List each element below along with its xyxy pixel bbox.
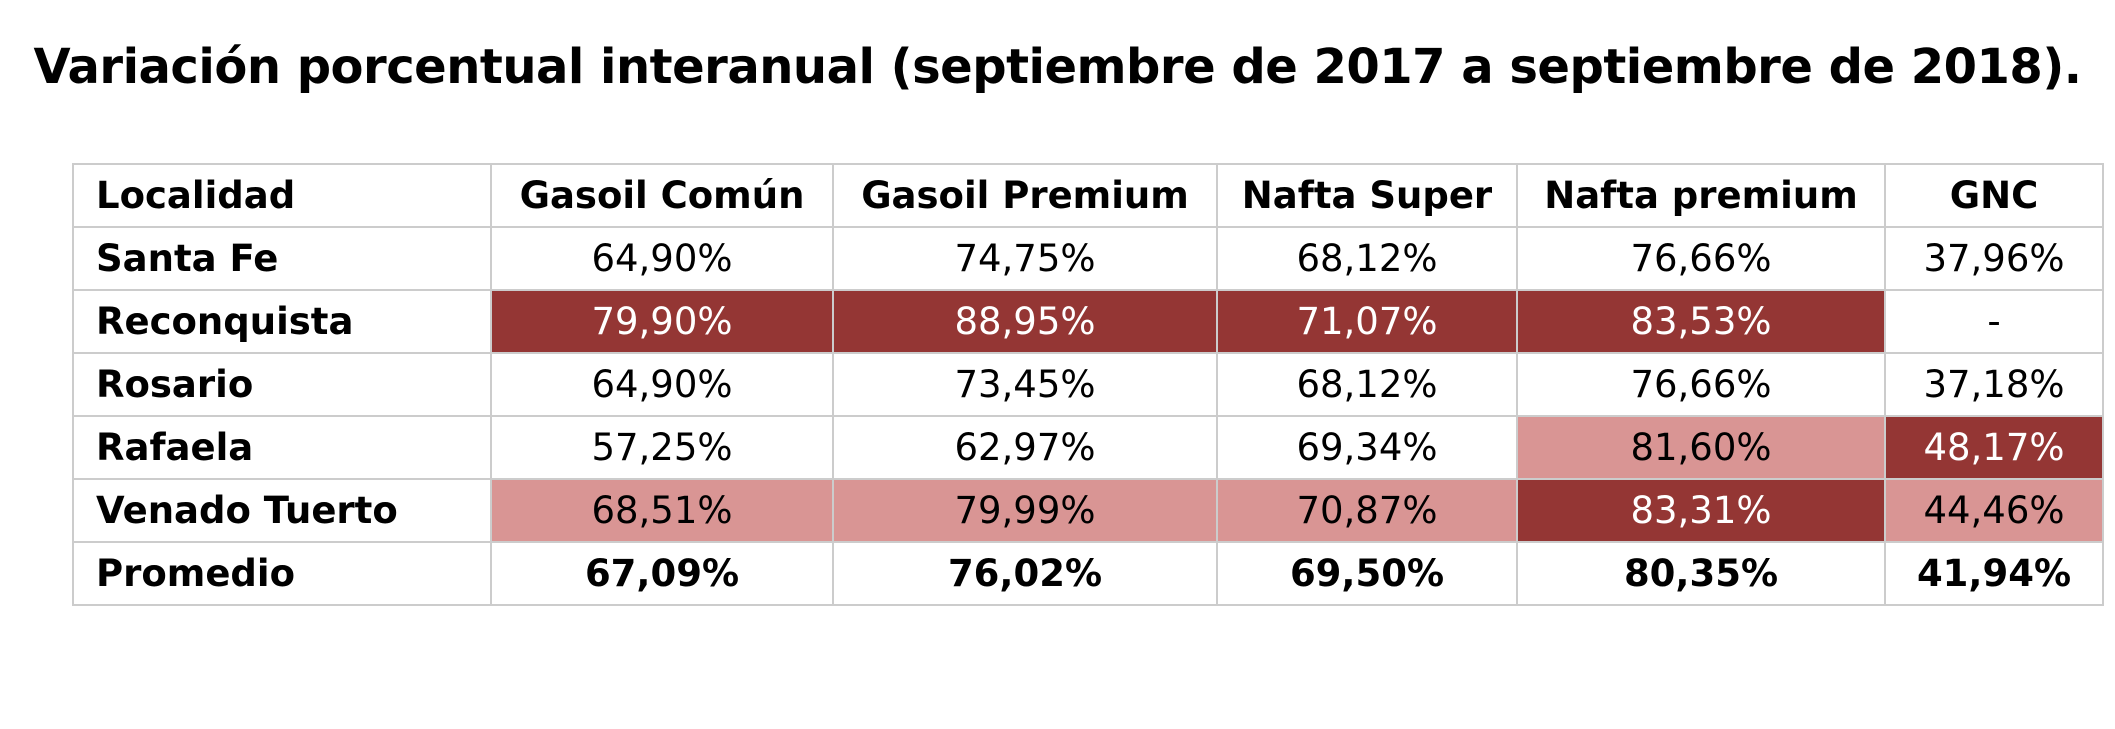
data-cell: 88,95% bbox=[832, 289, 1218, 354]
data-table: Localidad Gasoil Común Gasoil Premium Na… bbox=[72, 163, 2104, 606]
row-label: Rafaela bbox=[72, 415, 492, 480]
data-cell: 37,18% bbox=[1884, 352, 2104, 417]
data-cell: 41,94% bbox=[1884, 541, 2104, 606]
table-row-venado-tuerto: Venado Tuerto 68,51% 79,99% 70,87% 83,31… bbox=[72, 478, 2104, 543]
table-row-promedio: Promedio 67,09% 76,02% 69,50% 80,35% 41,… bbox=[72, 541, 2104, 606]
row-label: Venado Tuerto bbox=[72, 478, 492, 543]
data-cell: 81,60% bbox=[1516, 415, 1886, 480]
data-cell: 80,35% bbox=[1516, 541, 1886, 606]
data-cell: 64,90% bbox=[490, 352, 834, 417]
header-row: Localidad Gasoil Común Gasoil Premium Na… bbox=[72, 163, 2104, 228]
data-cell: 64,90% bbox=[490, 226, 834, 291]
data-cell: 71,07% bbox=[1216, 289, 1518, 354]
column-header-nafta-premium: Nafta premium bbox=[1516, 163, 1886, 228]
row-label: Santa Fe bbox=[72, 226, 492, 291]
table-row-santa-fe: Santa Fe 64,90% 74,75% 68,12% 76,66% 37,… bbox=[72, 226, 2104, 291]
row-label: Rosario bbox=[72, 352, 492, 417]
row-label: Reconquista bbox=[72, 289, 492, 354]
data-cell: 44,46% bbox=[1884, 478, 2104, 543]
data-cell: 83,31% bbox=[1516, 478, 1886, 543]
data-cell: 68,51% bbox=[490, 478, 834, 543]
column-header-localidad: Localidad bbox=[72, 163, 492, 228]
table-row-rafaela: Rafaela 57,25% 62,97% 69,34% 81,60% 48,1… bbox=[72, 415, 2104, 480]
table-body: Santa Fe 64,90% 74,75% 68,12% 76,66% 37,… bbox=[72, 226, 2104, 606]
table-row-rosario: Rosario 64,90% 73,45% 68,12% 76,66% 37,1… bbox=[72, 352, 2104, 417]
data-cell: 76,66% bbox=[1516, 352, 1886, 417]
data-cell: 70,87% bbox=[1216, 478, 1518, 543]
data-cell: 76,66% bbox=[1516, 226, 1886, 291]
data-cell: 76,02% bbox=[832, 541, 1218, 606]
data-cell: 68,12% bbox=[1216, 226, 1518, 291]
data-cell: - bbox=[1884, 289, 2104, 354]
page-title: Variación porcentual interanual (septiem… bbox=[33, 39, 2083, 95]
data-cell: 48,17% bbox=[1884, 415, 2104, 480]
column-header-gasoil-premium: Gasoil Premium bbox=[832, 163, 1218, 228]
data-cell: 68,12% bbox=[1216, 352, 1518, 417]
data-cell: 37,96% bbox=[1884, 226, 2104, 291]
data-cell: 79,90% bbox=[490, 289, 834, 354]
data-cell: 79,99% bbox=[832, 478, 1218, 543]
data-cell: 69,34% bbox=[1216, 415, 1518, 480]
row-label: Promedio bbox=[72, 541, 492, 606]
data-cell: 74,75% bbox=[832, 226, 1218, 291]
data-cell: 62,97% bbox=[832, 415, 1218, 480]
data-cell: 73,45% bbox=[832, 352, 1218, 417]
data-cell: 57,25% bbox=[490, 415, 834, 480]
data-cell: 67,09% bbox=[490, 541, 834, 606]
column-header-gnc: GNC bbox=[1884, 163, 2104, 228]
column-header-nafta-super: Nafta Super bbox=[1216, 163, 1518, 228]
data-cell: 83,53% bbox=[1516, 289, 1886, 354]
column-header-gasoil-comun: Gasoil Común bbox=[490, 163, 834, 228]
data-cell: 69,50% bbox=[1216, 541, 1518, 606]
table-row-reconquista: Reconquista 79,90% 88,95% 71,07% 83,53% … bbox=[72, 289, 2104, 354]
